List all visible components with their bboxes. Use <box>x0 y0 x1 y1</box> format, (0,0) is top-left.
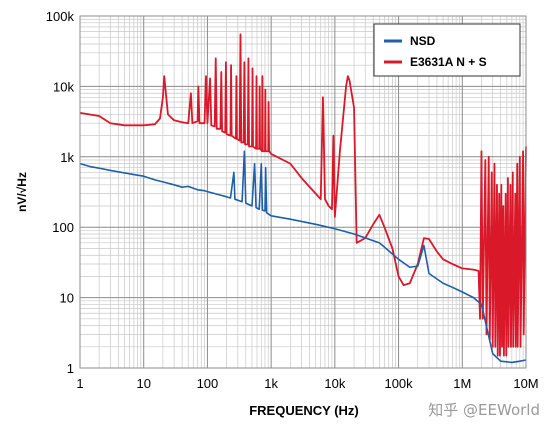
x-tick-label: 1 <box>76 376 83 391</box>
x-tick-label: 100k <box>384 376 413 391</box>
legend-label-nsd: NSD <box>410 34 436 48</box>
y-tick-labels: 1 10 100 1k 10k 100k <box>46 9 75 376</box>
x-tick-labels: 1 10 100 1k 10k 100k 1M 10M <box>76 376 538 391</box>
y-tick-label: 1 <box>67 361 74 376</box>
y-tick-label: 1k <box>60 150 74 165</box>
x-tick-label: 100 <box>197 376 219 391</box>
x-tick-label: 10 <box>136 376 150 391</box>
x-tick-label: 10M <box>513 376 538 391</box>
legend: NSD E3631A N + S <box>373 23 521 77</box>
series-line-e3631a <box>79 33 527 357</box>
y-tick-label: 10 <box>60 291 74 306</box>
y-tick-label: 100k <box>46 9 75 24</box>
series-layer <box>79 33 527 364</box>
y-axis-label: nV/√Hz <box>15 172 29 212</box>
x-axis-label: FREQUENCY (Hz) <box>249 403 359 418</box>
grid-minor <box>80 16 526 368</box>
x-tick-label: 1k <box>264 376 278 391</box>
legend-box <box>373 23 521 77</box>
plot-frame <box>79 15 527 369</box>
series-line-nsd <box>79 150 527 364</box>
watermark: 知乎 @EEWorld <box>428 401 540 419</box>
y-tick-label: 10k <box>53 79 74 94</box>
y-tick-label: 100 <box>52 220 74 235</box>
x-tick-label: 10k <box>324 376 345 391</box>
legend-label-e3631a: E3631A N + S <box>410 55 487 69</box>
x-tick-label: 1M <box>453 376 471 391</box>
